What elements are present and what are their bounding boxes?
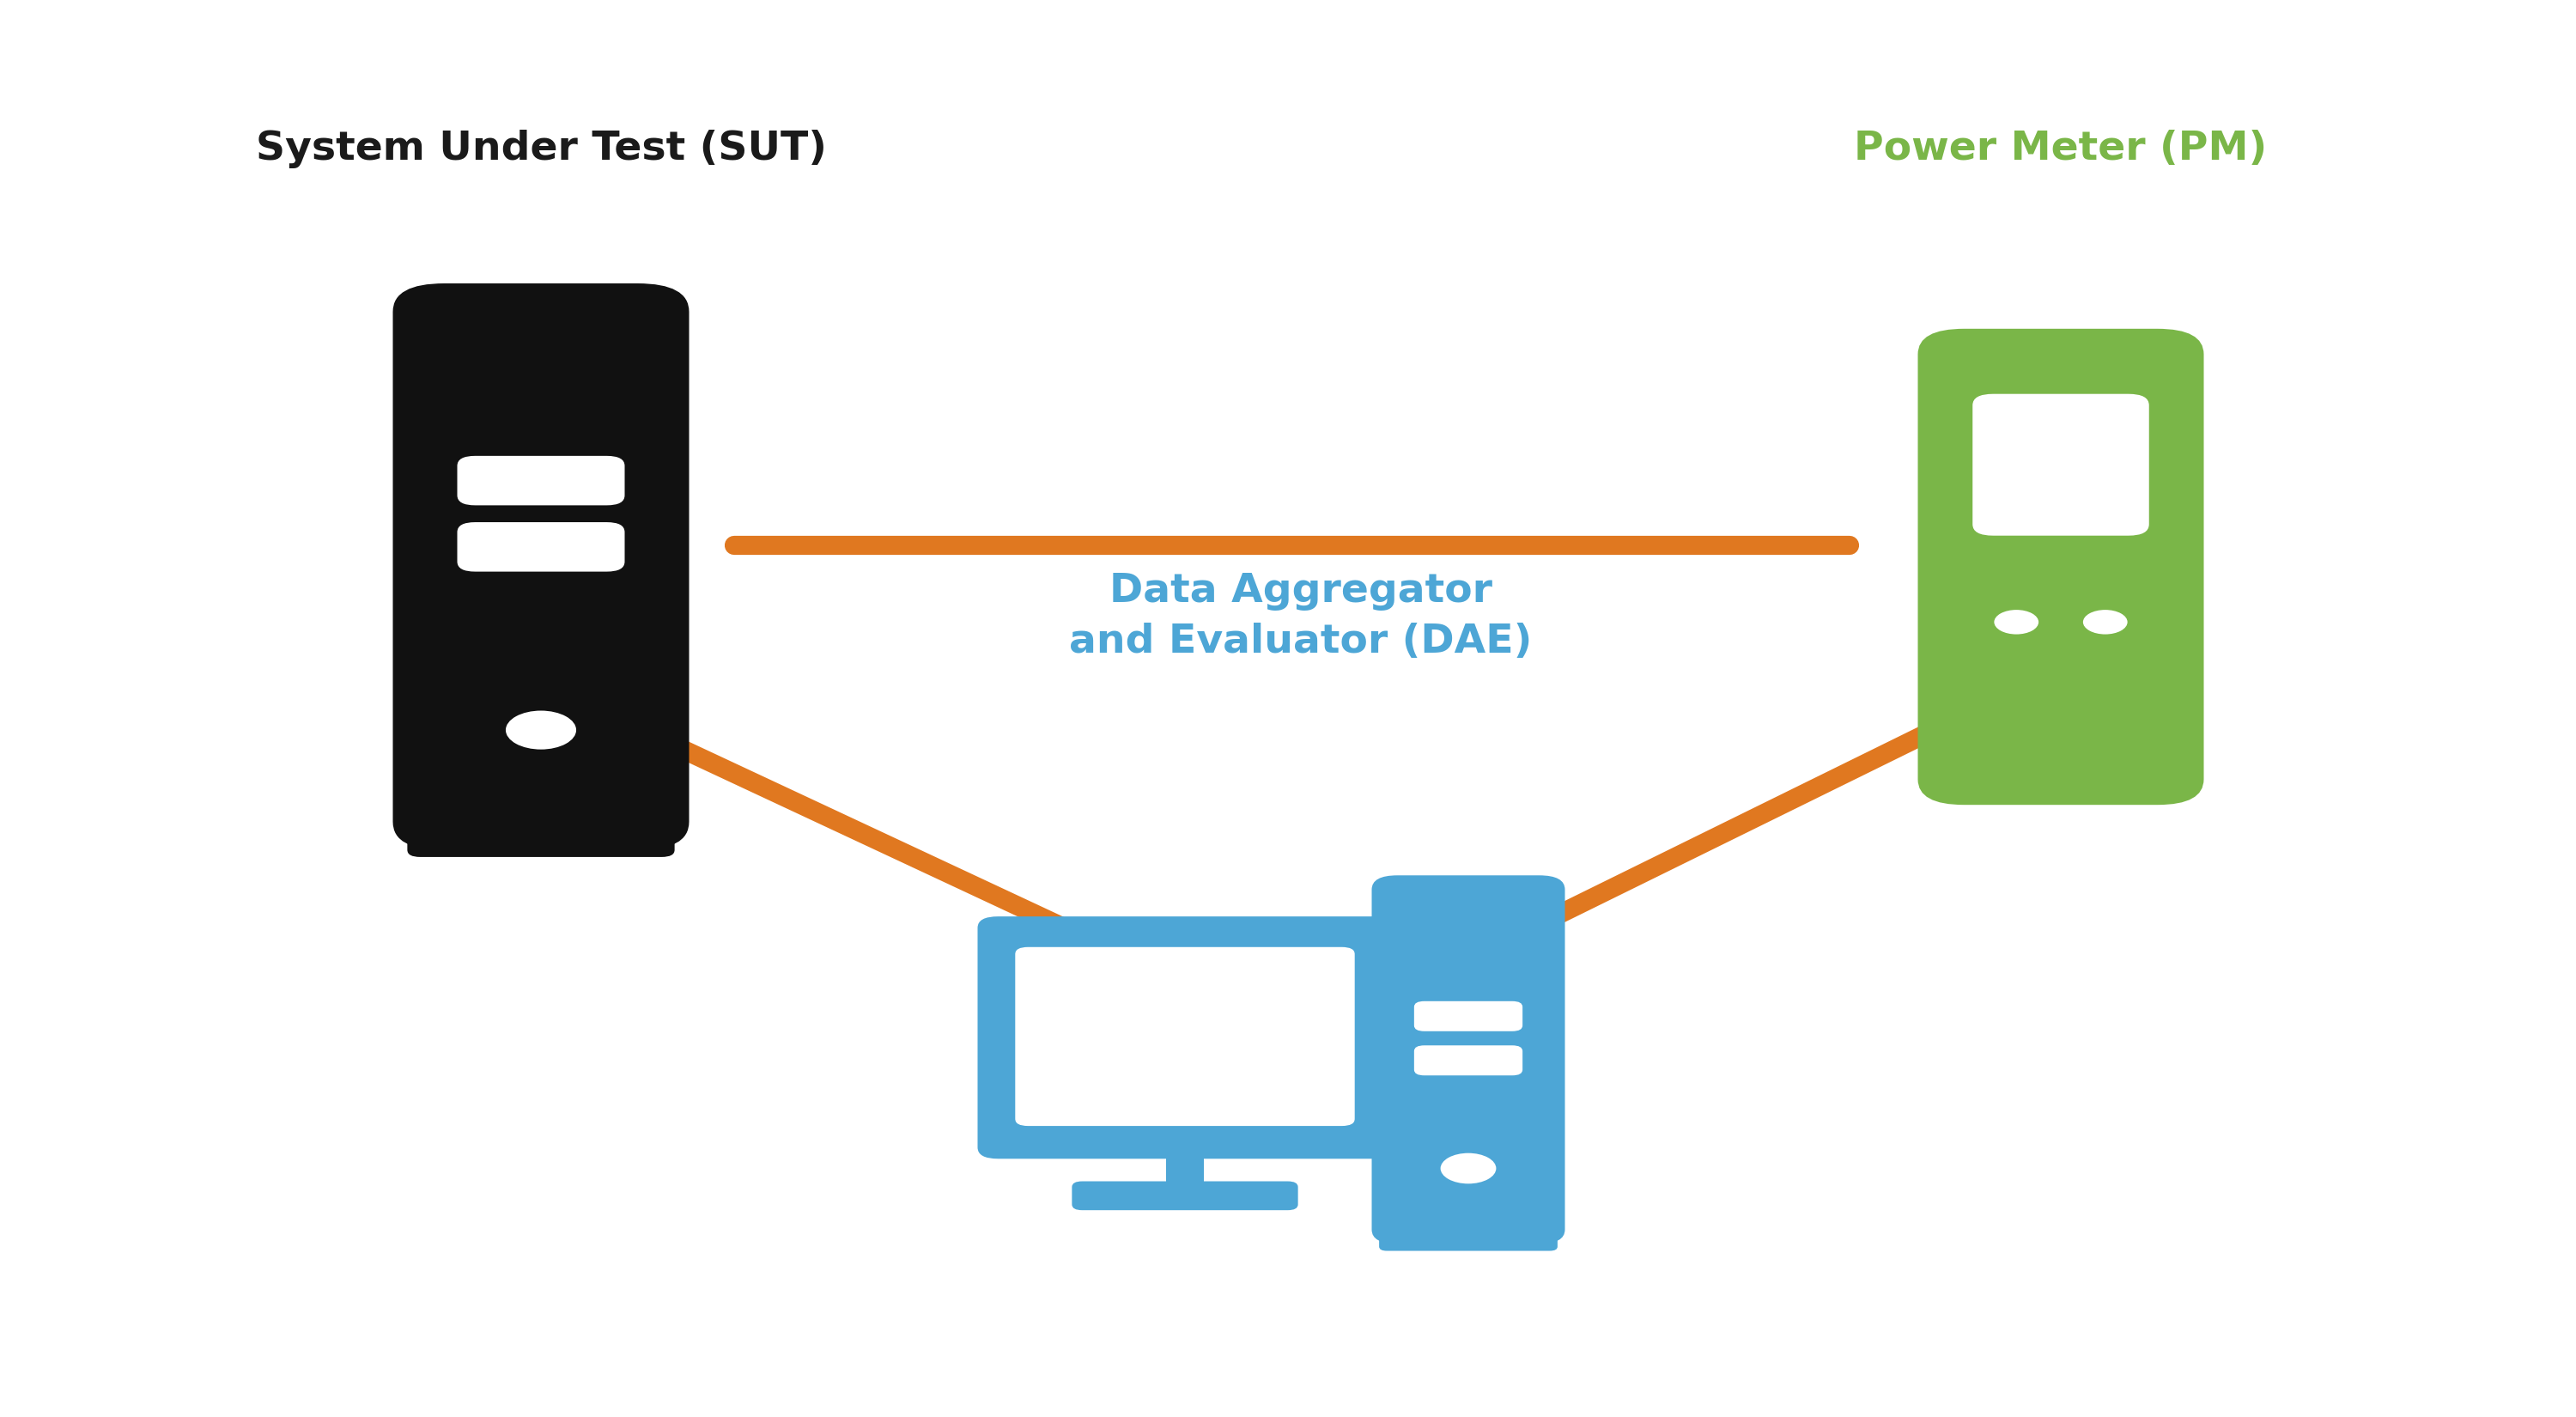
Text: System Under Test (SUT): System Under Test (SUT) (255, 129, 827, 169)
FancyBboxPatch shape (1015, 947, 1355, 1127)
FancyBboxPatch shape (1414, 1002, 1522, 1032)
FancyBboxPatch shape (1378, 1226, 1558, 1251)
FancyBboxPatch shape (407, 815, 675, 857)
FancyBboxPatch shape (1414, 1046, 1522, 1076)
Circle shape (1440, 1153, 1497, 1183)
FancyBboxPatch shape (392, 283, 688, 850)
Circle shape (505, 711, 577, 750)
FancyBboxPatch shape (459, 456, 623, 506)
Circle shape (2084, 609, 2128, 635)
FancyBboxPatch shape (459, 523, 623, 571)
Text: Power Meter (PM): Power Meter (PM) (1855, 129, 2267, 169)
FancyBboxPatch shape (1072, 1182, 1298, 1210)
Bar (1167, 1148, 1203, 1187)
FancyBboxPatch shape (979, 917, 1391, 1159)
FancyBboxPatch shape (1973, 394, 2148, 536)
Text: Data Aggregator
and Evaluator (DAE): Data Aggregator and Evaluator (DAE) (1069, 571, 1533, 662)
FancyBboxPatch shape (1370, 876, 1564, 1244)
FancyBboxPatch shape (1917, 329, 2202, 805)
Circle shape (1994, 609, 2038, 635)
